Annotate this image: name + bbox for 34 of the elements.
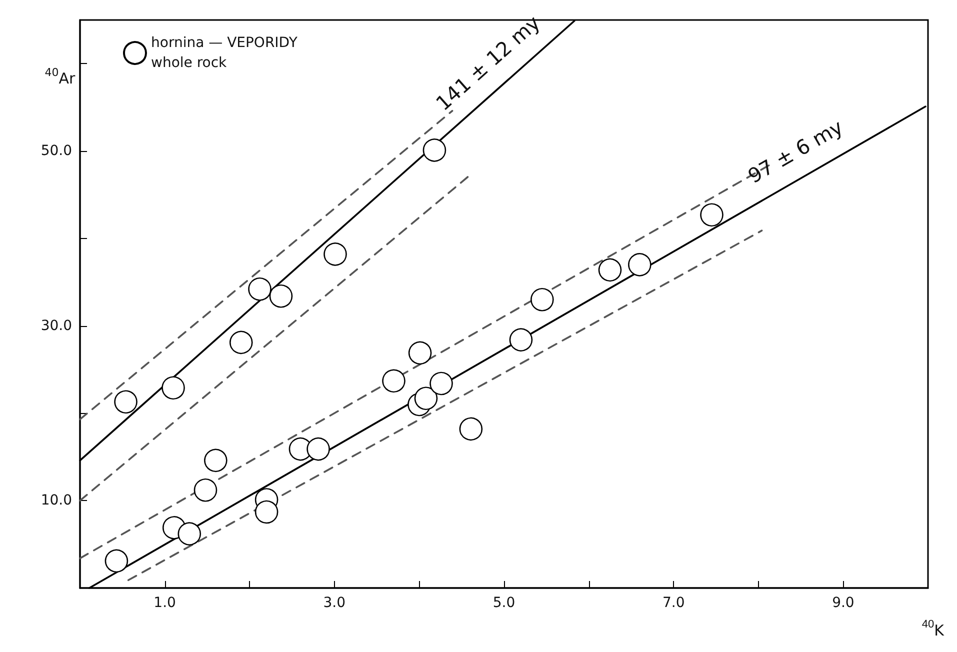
point: [178, 522, 202, 546]
y-tick-label: 30.0: [40, 318, 72, 334]
point: [114, 390, 138, 414]
x-tick-label: 3.0: [323, 595, 346, 611]
y-tick-label: 50.0: [40, 143, 72, 160]
point: [509, 328, 533, 352]
point: [414, 386, 438, 410]
point: [530, 288, 554, 312]
point: [162, 376, 185, 400]
annotation: 97 ± 6 my: [744, 114, 848, 188]
point: [229, 330, 253, 354]
x-tick-label: 9.0: [832, 595, 854, 611]
point: [408, 341, 432, 365]
point: [254, 500, 278, 524]
legend-label: hornina — VEPORIDY whole rock: [151, 35, 298, 71]
point: [306, 437, 330, 461]
point: [628, 253, 652, 276]
y-tick-label: 10.0: [40, 492, 72, 509]
point: [382, 369, 406, 393]
point: [269, 284, 293, 308]
point: [422, 138, 446, 162]
x-tick-label: 5.0: [492, 595, 516, 611]
point: [459, 417, 483, 441]
point: [248, 278, 272, 301]
point: [598, 258, 622, 282]
point: [204, 448, 228, 472]
point: [324, 242, 347, 266]
x-tick-label: 7.0: [662, 595, 685, 611]
x-tick-label: 1.0: [154, 595, 176, 611]
annotation: 141 ± 12 my: [431, 10, 545, 116]
point: [194, 478, 218, 502]
point: [104, 549, 128, 573]
point: [700, 203, 724, 227]
point: [430, 372, 453, 396]
